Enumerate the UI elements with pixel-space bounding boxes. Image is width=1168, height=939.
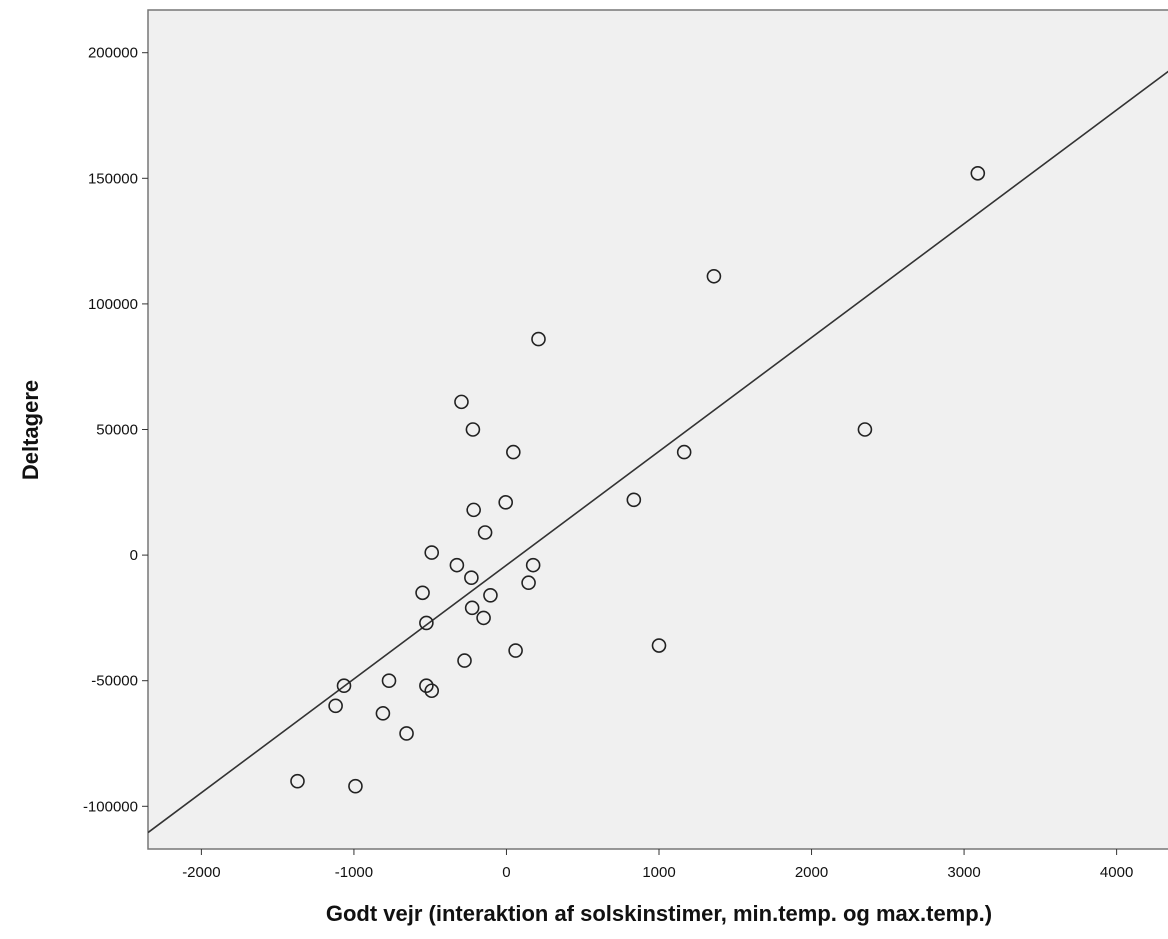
y-tick-label: -100000 [83,798,138,815]
y-tick-label: 200000 [88,45,138,62]
y-axis-title: Deltagere [18,380,43,480]
x-tick-label: -2000 [182,864,220,881]
y-tick-label: 150000 [88,170,138,187]
x-tick-label: 0 [502,864,510,881]
x-tick-label: 2000 [795,864,828,881]
x-tick-label: -1000 [335,864,373,881]
y-tick-label: 50000 [96,422,138,439]
plot-area [148,10,1168,849]
x-tick-label: 4000 [1100,864,1133,881]
y-tick-label: 100000 [88,296,138,313]
y-tick-label: 0 [130,547,138,564]
x-tick-label: 1000 [642,864,675,881]
x-axis-title: Godt vejr (interaktion af solskinstimer,… [326,901,992,926]
y-tick-label: -50000 [91,673,138,690]
x-tick-label: 3000 [947,864,980,881]
